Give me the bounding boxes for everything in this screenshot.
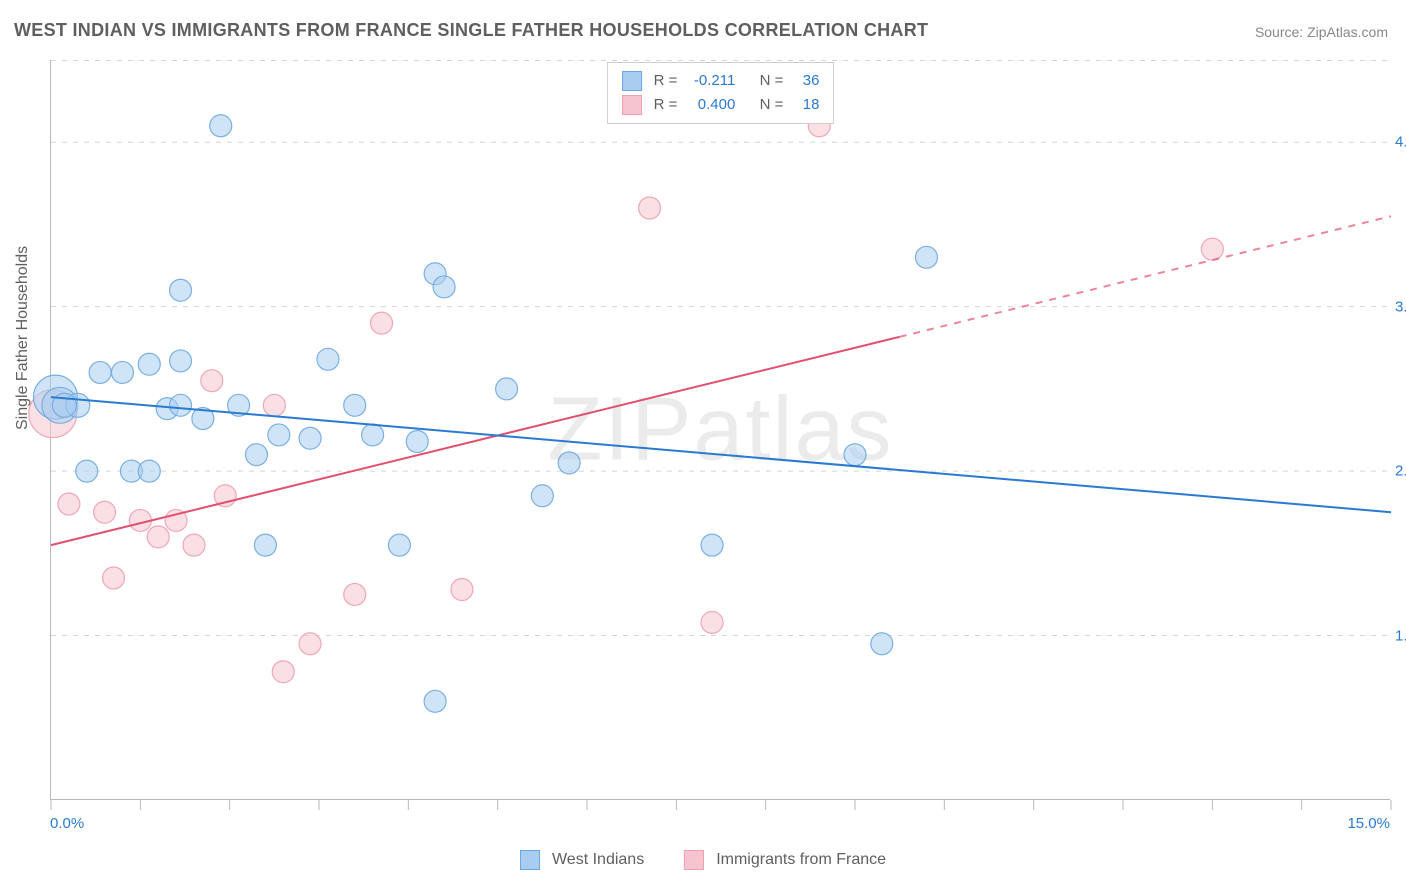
x-axis-min-label: 0.0% (50, 815, 84, 832)
chart-title: WEST INDIAN VS IMMIGRANTS FROM FRANCE SI… (14, 20, 928, 41)
swatch-series-b-bottom (684, 850, 704, 870)
r-label-a: R = (654, 69, 678, 93)
legend-label-b: Immigrants from France (716, 851, 886, 869)
y-tick-label: 3.0% (1395, 298, 1406, 315)
r-value-b: 0.400 (685, 93, 735, 117)
chart-svg (51, 60, 1390, 799)
legend-bottom: West Indians Immigrants from France (520, 850, 886, 870)
swatch-series-a-bottom (520, 850, 540, 870)
legend-label-a: West Indians (552, 851, 644, 869)
stats-panel: R = -0.211 N = 36 R = 0.400 N = 18 (607, 62, 835, 124)
y-tick-label: 4.0% (1395, 134, 1406, 151)
stats-row-b: R = 0.400 N = 18 (622, 93, 820, 117)
swatch-series-a (622, 71, 642, 91)
n-value-a: 36 (791, 69, 819, 93)
n-label-b: N = (760, 93, 784, 117)
n-value-b: 18 (791, 93, 819, 117)
r-label-b: R = (654, 93, 678, 117)
r-value-a: -0.211 (685, 69, 735, 93)
source-label: Source: ZipAtlas.com (1255, 24, 1388, 40)
y-tick-label: 2.0% (1395, 463, 1406, 480)
legend-item-a: West Indians (520, 850, 644, 870)
legend-item-b: Immigrants from France (684, 850, 886, 870)
swatch-series-b (622, 95, 642, 115)
y-axis-title: Single Father Households (14, 246, 32, 430)
n-label-a: N = (760, 69, 784, 93)
y-tick-label: 1.0% (1395, 627, 1406, 644)
x-axis-max-label: 15.0% (1347, 815, 1390, 832)
stats-row-a: R = -0.211 N = 36 (622, 69, 820, 93)
plot-area: ZIPatlas R = -0.211 N = 36 R = 0.400 N =… (50, 60, 1390, 800)
